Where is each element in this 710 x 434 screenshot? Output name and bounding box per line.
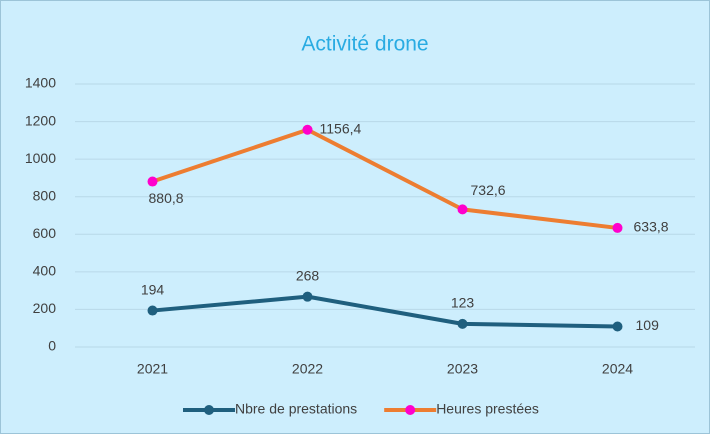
data-label: 1156,4 bbox=[320, 120, 362, 136]
marker bbox=[147, 305, 158, 316]
y-tick-label: 0 bbox=[48, 338, 56, 354]
legend-marker bbox=[405, 405, 416, 415]
legend-label: Nbre de prestations bbox=[235, 401, 357, 417]
legend-label: Heures prestées bbox=[436, 401, 539, 417]
marker bbox=[612, 321, 623, 332]
y-tick-label: 200 bbox=[33, 300, 57, 316]
data-label: 268 bbox=[296, 267, 320, 283]
marker bbox=[612, 222, 623, 233]
x-tick-label: 2024 bbox=[602, 361, 633, 377]
marker bbox=[457, 204, 468, 215]
y-tick-label: 600 bbox=[33, 225, 57, 241]
series-line bbox=[152, 294, 618, 329]
data-label: 880,8 bbox=[149, 190, 184, 206]
marker bbox=[457, 318, 468, 329]
data-label: 109 bbox=[636, 317, 660, 333]
marker bbox=[302, 124, 313, 135]
marker bbox=[302, 291, 313, 302]
y-tick-label: 1400 bbox=[25, 75, 56, 91]
data-label: 123 bbox=[451, 295, 475, 311]
series-line bbox=[151, 127, 618, 230]
y-tick-label: 800 bbox=[33, 187, 57, 203]
data-label: 732,6 bbox=[471, 182, 506, 198]
y-tick-label: 400 bbox=[33, 263, 57, 279]
x-tick-label: 2021 bbox=[137, 361, 168, 377]
y-tick-label: 1000 bbox=[25, 150, 56, 166]
data-label: 633,8 bbox=[634, 219, 669, 235]
marker bbox=[147, 176, 158, 187]
legend-marker bbox=[204, 405, 214, 415]
chart-title: Activité drone bbox=[301, 33, 428, 56]
data-label: 194 bbox=[141, 281, 165, 297]
x-tick-label: 2022 bbox=[292, 361, 323, 377]
x-tick-label: 2023 bbox=[447, 361, 478, 377]
y-tick-label: 1200 bbox=[25, 112, 56, 128]
